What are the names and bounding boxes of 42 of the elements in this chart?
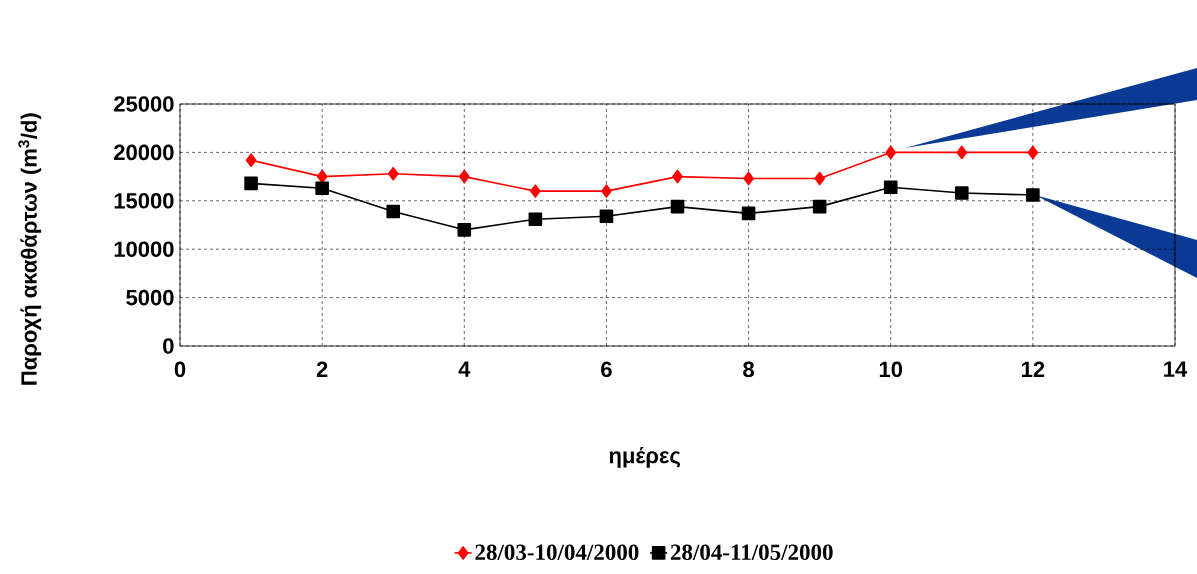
point <box>528 212 543 226</box>
legend-label: 28/04-11/05/2000 <box>670 544 833 561</box>
point <box>1027 145 1039 160</box>
point <box>672 169 683 184</box>
point <box>743 171 754 186</box>
point <box>883 180 898 195</box>
point <box>601 184 612 198</box>
x-tick-label: 0 <box>174 361 186 378</box>
point <box>458 169 470 184</box>
point <box>954 186 969 200</box>
point <box>316 169 328 184</box>
point <box>885 145 897 160</box>
point <box>244 176 258 191</box>
point <box>812 199 827 214</box>
y-tick-label: 5000 <box>126 289 174 306</box>
point <box>814 171 825 186</box>
x-tick-label: 14 <box>1164 361 1188 377</box>
y-tick-label: 15000 <box>114 193 174 209</box>
point <box>386 204 401 219</box>
point <box>245 153 257 167</box>
point <box>530 184 541 198</box>
x-tick-label: 10 <box>879 361 903 378</box>
point <box>457 223 472 237</box>
y-tick-label: 20000 <box>114 144 174 161</box>
point <box>1026 188 1040 202</box>
y-tick-label: 0 <box>163 338 174 354</box>
point <box>741 206 756 221</box>
x-tick-label: 6 <box>601 361 612 378</box>
point <box>599 209 614 224</box>
y-tick-label: 25000 <box>114 96 174 112</box>
x-axis-title: ημέρες <box>609 446 680 468</box>
y-axis-title: Παροχή ακαθάρτων (m$^{3}$/d) <box>18 113 42 385</box>
point <box>315 181 329 196</box>
point <box>387 166 399 181</box>
x-tick-label: 4 <box>458 361 471 377</box>
point <box>956 145 968 160</box>
y-tick-label: 10000 <box>114 241 174 257</box>
x-tick-label: 8 <box>743 361 755 378</box>
x-tick-label: 2 <box>316 361 328 377</box>
legend-label: 28/03-10/04/2000 <box>475 544 639 561</box>
point <box>670 199 685 214</box>
x-tick-label: 12 <box>1022 361 1045 377</box>
